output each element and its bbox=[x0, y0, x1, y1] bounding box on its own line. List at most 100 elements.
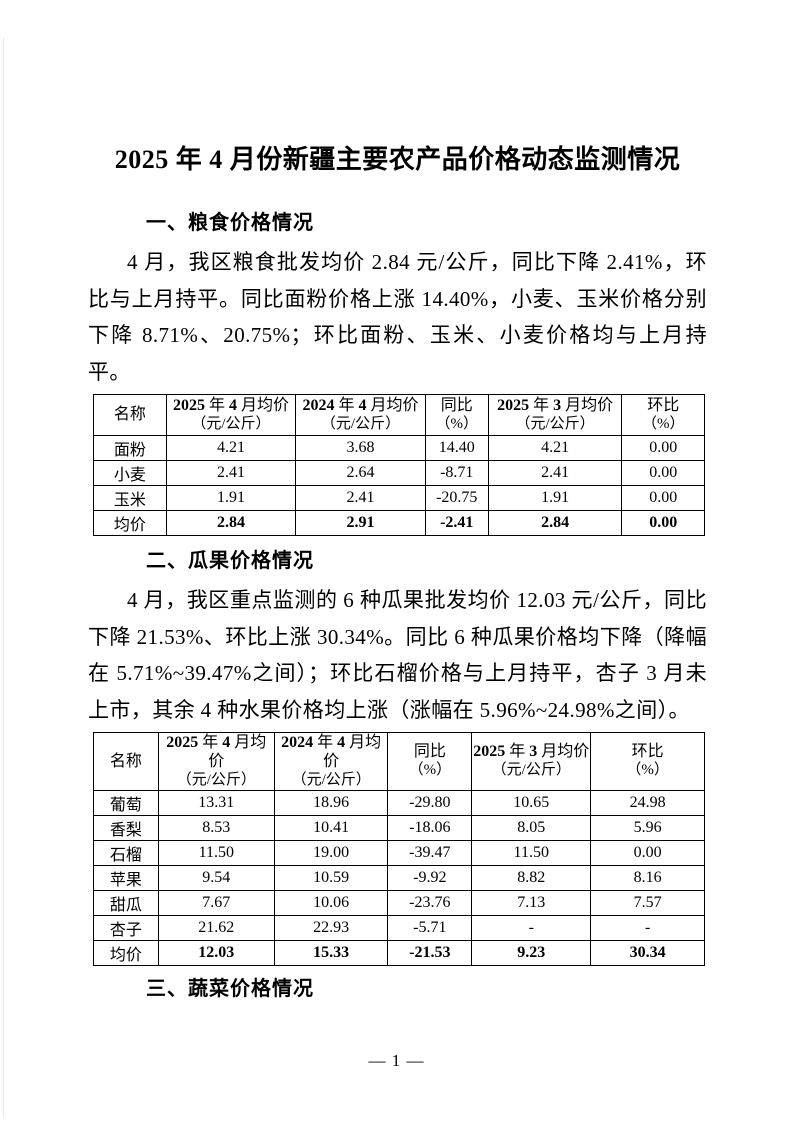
value-cell: 0.00 bbox=[621, 434, 705, 461]
value-cell: 8.82 bbox=[471, 864, 592, 891]
column-header-cell: 2025 年 3 月均价 （元/公斤） bbox=[487, 393, 623, 436]
value-cell: -29.80 bbox=[387, 789, 473, 816]
section-heading-fruit: 二、瓜果价格情况 bbox=[146, 549, 314, 572]
value-cell: 2.41 bbox=[487, 459, 623, 486]
value-cell: 15.33 bbox=[273, 939, 389, 966]
paragraph-fruit: 4 月，我区重点监测的 6 种瓜果批发均价 12.03 元/公斤，同比下降 21… bbox=[88, 587, 707, 722]
value-cell: 5.96 bbox=[590, 814, 705, 841]
table-row: 面粉 4.21 3.68 14.40 4.21 0.00 bbox=[93, 434, 705, 461]
value-cell: 10.06 bbox=[273, 889, 389, 916]
value-cell: 9.54 bbox=[157, 864, 275, 891]
value-cell: 19.00 bbox=[273, 839, 389, 866]
value-cell: 14.40 bbox=[424, 434, 489, 461]
table-row: 均价 2.84 2.91 -2.41 2.84 0.00 bbox=[93, 509, 705, 536]
table-header-row: 名称 2025 年 4 月均价 （元/公斤） 2024 年 4 月均价 （元/公斤） 同比… bbox=[93, 731, 705, 791]
row-label-cell: 杏子 bbox=[93, 914, 159, 941]
value-cell: -18.06 bbox=[387, 814, 473, 841]
row-label-cell: 香梨 bbox=[93, 814, 159, 841]
row-label-cell: 均价 bbox=[93, 509, 167, 536]
page-number: — 1 — bbox=[368, 1051, 425, 1070]
value-cell: 21.62 bbox=[157, 914, 275, 941]
table-row: 石榴 11.50 19.00 -39.47 11.50 0.00 bbox=[93, 839, 705, 866]
value-cell: 8.53 bbox=[157, 814, 275, 841]
value-cell: 18.96 bbox=[273, 789, 389, 816]
value-cell: -23.76 bbox=[387, 889, 473, 916]
column-header-cell: 2025 年 3 月均价 （元/公斤） bbox=[471, 731, 592, 791]
row-label-cell: 小麦 bbox=[93, 459, 167, 486]
column-header-cell: 2024 年 4 月均价 （元/公斤） bbox=[273, 731, 389, 791]
column-header-cell: 2025 年 4 月均价 （元/公斤） bbox=[165, 393, 297, 436]
value-cell: 9.23 bbox=[471, 939, 592, 966]
fruit-price-table: 名称 2025 年 4 月均价 （元/公斤） 2024 年 4 月均价 （元/公斤） 同比… bbox=[93, 731, 705, 966]
value-cell: 2.91 bbox=[295, 509, 426, 536]
value-cell: 2.84 bbox=[487, 509, 623, 536]
table-row: 苹果 9.54 10.59 -9.92 8.82 8.16 bbox=[93, 864, 705, 891]
value-cell: -2.41 bbox=[424, 509, 489, 536]
row-label-cell: 葡萄 bbox=[93, 789, 159, 816]
value-cell: 11.50 bbox=[157, 839, 275, 866]
grain-price-table: 名称 2025 年 4 月均价 （元/公斤） 2024 年 4 月均价 （元/公斤） 同比… bbox=[93, 393, 705, 536]
value-cell: -5.71 bbox=[387, 914, 473, 941]
table-row: 玉米 1.91 2.41 -20.75 1.91 0.00 bbox=[93, 484, 705, 511]
value-cell: 7.67 bbox=[157, 889, 275, 916]
table-row: 葡萄 13.31 18.96 -29.80 10.65 24.98 bbox=[93, 789, 705, 816]
table-row: 均价 12.03 15.33 -21.53 9.23 30.34 bbox=[93, 939, 705, 966]
value-cell: 0.00 bbox=[621, 509, 705, 536]
column-header-cell: 同比 （%） bbox=[424, 393, 489, 436]
value-cell: - bbox=[590, 914, 705, 941]
value-cell: 10.41 bbox=[273, 814, 389, 841]
value-cell: 2.64 bbox=[295, 459, 426, 486]
row-label-cell: 玉米 bbox=[93, 484, 167, 511]
value-cell: -9.92 bbox=[387, 864, 473, 891]
value-cell: 0.00 bbox=[590, 839, 705, 866]
value-cell: 4.21 bbox=[487, 434, 623, 461]
table-row: 杏子 21.62 22.93 -5.71- - bbox=[93, 914, 705, 941]
column-header-cell: 2024 年 4 月均价 （元/公斤） bbox=[295, 393, 426, 436]
row-label-cell: 均价 bbox=[93, 939, 159, 966]
value-cell: 8.05 bbox=[471, 814, 592, 841]
section-heading-vegetable: 三、蔬菜价格情况 bbox=[146, 977, 314, 1000]
column-header-cell: 同比 （%） bbox=[387, 731, 473, 791]
value-cell: 1.91 bbox=[487, 484, 623, 511]
table-row: 香梨 8.53 10.41 -18.06 8.05 5.96 bbox=[93, 814, 705, 841]
document-title: 2025 年 4 月份新疆主要农产品价格动态监测情况 bbox=[114, 145, 681, 174]
row-label-cell: 苹果 bbox=[93, 864, 159, 891]
value-cell: 12.03 bbox=[157, 939, 275, 966]
row-label-cell: 石榴 bbox=[93, 839, 159, 866]
value-cell: 3.68 bbox=[295, 434, 426, 461]
section-heading-grain: 一、粮食价格情况 bbox=[146, 212, 314, 234]
value-cell: 7.13 bbox=[471, 889, 592, 916]
page-edge-line bbox=[3, 38, 4, 1118]
value-cell: 2.41 bbox=[165, 459, 297, 486]
value-cell: -20.75 bbox=[424, 484, 489, 511]
value-cell: - bbox=[471, 914, 592, 941]
row-label-cell: 面粉 bbox=[93, 434, 167, 461]
row-label-cell: 甜瓜 bbox=[93, 889, 159, 916]
column-header-cell: 2025 年 4 月均价 （元/公斤） bbox=[157, 731, 275, 791]
column-header-cell: 环比 （%） bbox=[621, 393, 705, 436]
value-cell: -8.71 bbox=[424, 459, 489, 486]
value-cell: 4.21 bbox=[165, 434, 297, 461]
table-header-row: 名称 2025 年 4 月均价 （元/公斤） 2024 年 4 月均价 （元/公斤） 同比… bbox=[93, 393, 705, 436]
value-cell: 8.16 bbox=[590, 864, 705, 891]
value-cell: 10.59 bbox=[273, 864, 389, 891]
value-cell: 2.84 bbox=[165, 509, 297, 536]
value-cell: -21.53 bbox=[387, 939, 473, 966]
document-content: 2025 年 4 月份新疆主要农产品价格动态监测情况 一、粮食价格情况 4 月，… bbox=[88, 0, 707, 1003]
value-cell: 22.93 bbox=[273, 914, 389, 941]
value-cell: -39.47 bbox=[387, 839, 473, 866]
column-header-cell: 名称 bbox=[93, 731, 159, 791]
value-cell: 0.00 bbox=[621, 459, 705, 486]
value-cell: 2.41 bbox=[295, 484, 426, 511]
value-cell: 13.31 bbox=[157, 789, 275, 816]
table-row: 小麦 2.41 2.64 -8.71 2.41 0.00 bbox=[93, 459, 705, 486]
value-cell: 7.57 bbox=[590, 889, 705, 916]
value-cell: 11.50 bbox=[471, 839, 592, 866]
table-row: 甜瓜 7.67 10.06 -23.76 7.13 7.57 bbox=[93, 889, 705, 916]
value-cell: 10.65 bbox=[471, 789, 592, 816]
value-cell: 30.34 bbox=[590, 939, 705, 966]
column-header-cell: 环比 （%） bbox=[590, 731, 705, 791]
paragraph-grain: 4 月，我区粮食批发均价 2.84 元/公斤，同比下降 2.41%，环比与上月持… bbox=[88, 250, 707, 385]
value-cell: 1.91 bbox=[165, 484, 297, 511]
